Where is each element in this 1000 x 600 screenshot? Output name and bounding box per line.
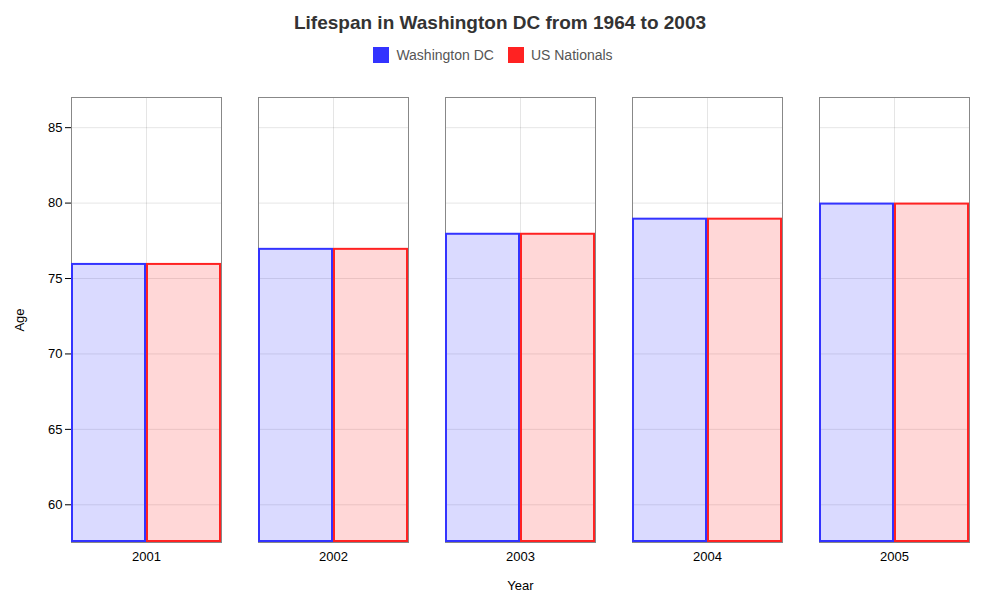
svg-text:65: 65 [48, 422, 62, 437]
svg-text:75: 75 [48, 271, 62, 286]
svg-text:2003: 2003 [506, 549, 535, 564]
svg-text:80: 80 [48, 195, 62, 210]
svg-text:2001: 2001 [132, 549, 161, 564]
svg-text:85: 85 [48, 120, 62, 135]
html-text:US Nationals: US Nationals [530, 46, 613, 63]
svg-text:2005: 2005 [880, 549, 909, 564]
svg-text:60: 60 [48, 497, 62, 512]
svg-text:Year: Year [507, 578, 534, 593]
svg-text:2004: 2004 [693, 549, 722, 564]
svg-text:2002: 2002 [319, 549, 348, 564]
svg-text:70: 70 [48, 346, 62, 361]
html-text:Washington DC: Washington DC [396, 46, 494, 63]
html-text:Lifespan in Washington DC from: Lifespan in Washington DC from 1964 to 2… [294, 12, 706, 33]
svg-text:Age: Age [12, 308, 27, 331]
